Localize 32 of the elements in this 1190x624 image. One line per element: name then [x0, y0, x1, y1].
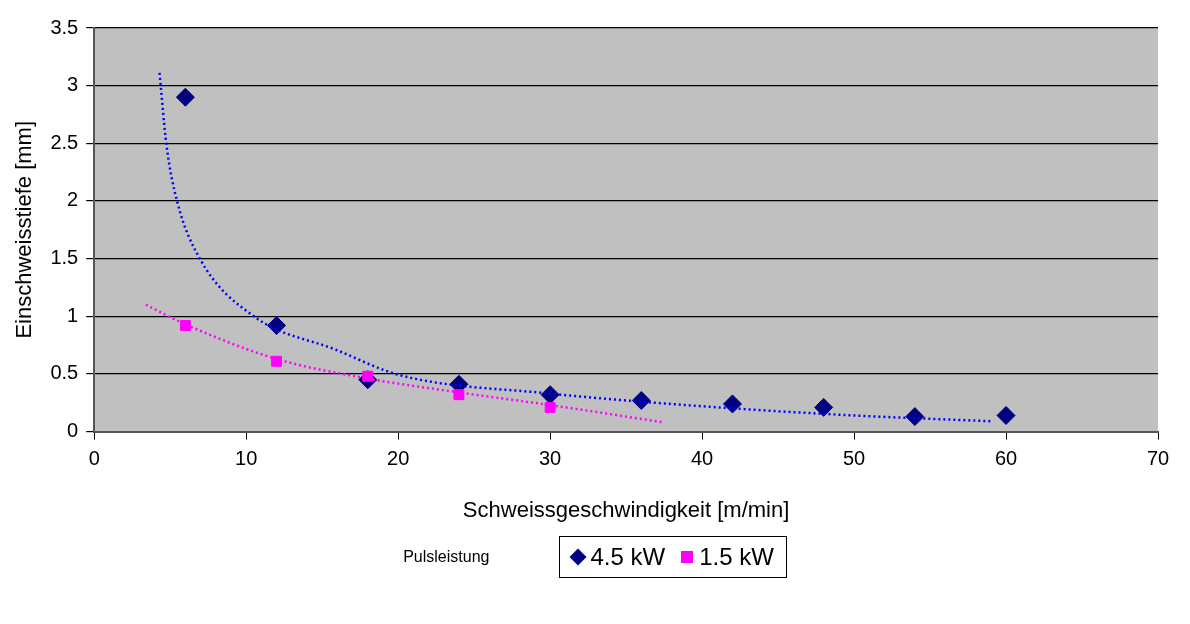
point: [814, 397, 834, 417]
legend-label: 1.5 kW: [699, 543, 774, 571]
y-axis-title: Einschweisstiefe [mm]: [11, 120, 37, 339]
point: [996, 405, 1016, 425]
x-axis-title: Schweissgeschwindigkeit [m/min]: [462, 496, 790, 522]
y-tick-label: 2: [67, 188, 79, 211]
y-tick-label: 0.5: [50, 361, 79, 384]
point: [722, 394, 742, 414]
x-tick-label: 0: [88, 447, 100, 470]
x-tick-label: 30: [538, 447, 562, 470]
point: [175, 87, 195, 107]
point: [631, 390, 651, 410]
y-tick-label: 2.5: [50, 130, 79, 153]
line-series: [158, 71, 993, 423]
legend-title: Pulsleistung: [403, 548, 490, 566]
y-tick-label: 3.5: [50, 15, 79, 38]
y-tick-label: 1.5: [50, 246, 79, 269]
x-tick-label: 10: [235, 447, 258, 470]
point: [905, 407, 925, 427]
x-tick-label: 60: [994, 447, 1018, 470]
y-tick-label: 0: [67, 419, 79, 442]
y-tick-label: 3: [67, 73, 79, 96]
x-tick-label: 20: [387, 447, 410, 470]
point: [453, 389, 465, 401]
point: [271, 355, 283, 367]
point: [544, 401, 556, 413]
legend-label: 4.5 kW: [590, 543, 666, 571]
x-tick-label: 50: [842, 447, 866, 470]
y-tick-label: 1: [67, 303, 79, 326]
x-tick-label: 40: [690, 447, 714, 470]
x-tick-label: 70: [1146, 447, 1170, 470]
point: [179, 320, 191, 331]
